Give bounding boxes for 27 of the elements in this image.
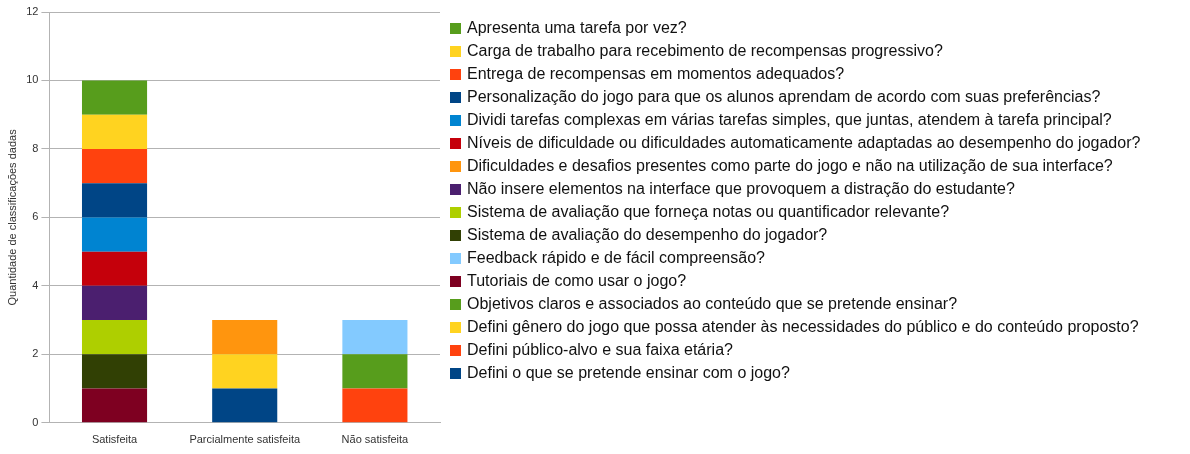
x-tick-label: Satisfeita — [91, 433, 139, 446]
legend-label: Defini público-alvo e sua faixa etária? — [467, 340, 733, 360]
legend-label: Dificuldades e desafios presentes como parte do jogo e não na utilização de sua interface? — [467, 156, 1113, 176]
y-tick-label: 10 — [26, 73, 39, 86]
legend-label: Não insere elementos na interface que provoquem a distração do estudante? — [467, 179, 1015, 199]
legend-label: Carga de trabalho para recebimento de recompensas progressivo? — [467, 41, 943, 61]
y-tick-label: 6 — [32, 210, 39, 223]
legend-label: Entrega de recompensas em momentos adequados? — [467, 64, 845, 84]
legend-label: Personalização do jogo para que os alunos aprendam de acordo com suas preferências? — [467, 87, 1101, 107]
legend-label: Níveis de dificuldade ou dificuldades automaticamente adaptadas ao desempenho do jogador? — [467, 133, 1141, 153]
y-tick-label: 8 — [32, 141, 39, 154]
x-tick-label: Não satisfeita — [341, 433, 410, 446]
x-tick-label: Parcialmente satisfeita — [189, 433, 301, 446]
legend-label: Defini gênero do jogo que possa atender às necessidades do público e do conteúdo proposto? — [467, 317, 1139, 337]
y-tick-label: 4 — [32, 278, 39, 291]
legend-label: Sistema de avaliação que forneça notas ou quantificador relevante? — [467, 202, 950, 222]
y-tick-label: 0 — [32, 415, 39, 428]
legend-label: Objetivos claros e associados ao conteúdo que se pretende ensinar? — [467, 294, 958, 314]
legend-label: Tutoriais de como usar o jogo? — [467, 271, 687, 291]
legend-label: Apresenta uma tarefa por vez? — [467, 18, 687, 38]
y-tick-label: 12 — [26, 5, 39, 18]
legend-label: Defini o que se pretende ensinar com o jogo? — [467, 363, 790, 383]
y-axis-title: Quantidade de classificações dadas — [5, 128, 18, 306]
y-tick-label: 2 — [32, 347, 39, 360]
legend-label: Dividi tarefas complexas em várias tarefas simples, que juntas, atendem à tarefa principal? — [467, 110, 1112, 130]
legend-label: Sistema de avaliação do desempenho do jogador? — [467, 225, 828, 245]
legend-label: Feedback rápido e de fácil compreensão? — [467, 248, 765, 268]
